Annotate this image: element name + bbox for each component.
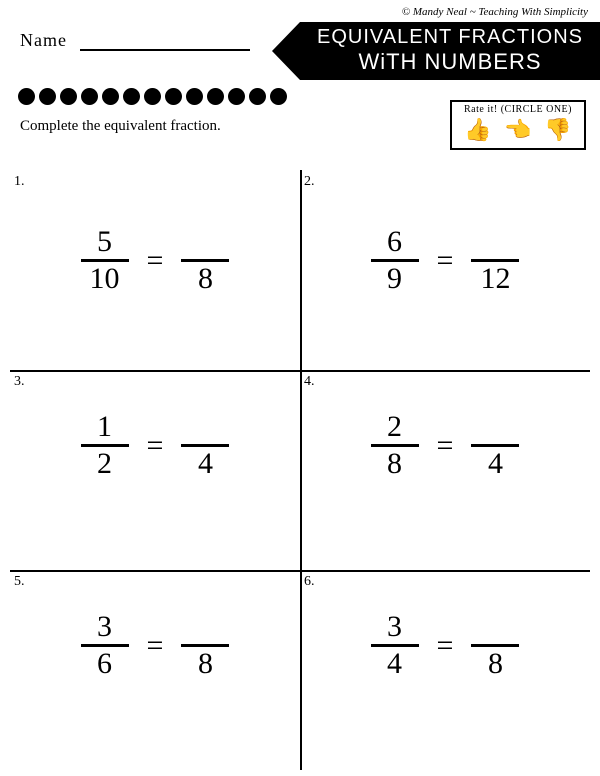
- rate-it-icons: 👍 👈 👎: [452, 115, 584, 143]
- equals-sign: =: [437, 244, 454, 278]
- thumbs-up-icon[interactable]: 👍: [464, 117, 491, 143]
- equals-sign: =: [437, 629, 454, 663]
- denominator: 9: [387, 262, 402, 296]
- decorative-dot: [186, 88, 203, 105]
- denominator: 4: [198, 447, 213, 481]
- denominator: 4: [387, 647, 402, 681]
- denominator: 2: [97, 447, 112, 481]
- fraction-right: 8: [181, 225, 229, 296]
- decorative-dot: [18, 88, 35, 105]
- problem-number: 5.: [14, 574, 25, 590]
- numerator: 2: [387, 410, 402, 444]
- fraction-right: 8: [181, 610, 229, 681]
- equation: 6 9 = 12: [300, 225, 590, 296]
- decorative-dots: [18, 88, 287, 105]
- problem-number: 2.: [304, 174, 315, 190]
- header: Name EQUIVALENT FRACTIONS WiTH NUMBERS: [0, 22, 600, 82]
- fraction-left: 3 4: [371, 610, 419, 681]
- equals-sign: =: [147, 629, 164, 663]
- problem-grid: 1. 5 10 = 8 2. 6 9 =: [10, 170, 590, 770]
- denominator: 12: [480, 262, 510, 296]
- denominator: 6: [97, 647, 112, 681]
- fraction-right: 8: [471, 610, 519, 681]
- banner-line-2: WiTH NUMBERS: [300, 49, 600, 75]
- instruction-text: Complete the equivalent fraction.: [20, 118, 221, 135]
- thumbs-down-icon[interactable]: 👎: [544, 117, 571, 143]
- denominator: 8: [198, 262, 213, 296]
- equals-sign: =: [437, 429, 454, 463]
- decorative-dot: [165, 88, 182, 105]
- fraction-left: 5 10: [81, 225, 129, 296]
- problem-cell: 1. 5 10 = 8: [10, 170, 300, 370]
- numerator: 3: [97, 610, 112, 644]
- problem-cell: 3. 1 2 = 4: [10, 370, 300, 570]
- equation: 2 8 = 4: [300, 410, 590, 481]
- equals-sign: =: [147, 429, 164, 463]
- decorative-dot: [144, 88, 161, 105]
- denominator: 8: [387, 447, 402, 481]
- problem-cell: 2. 6 9 = 12: [300, 170, 590, 370]
- numerator: 3: [387, 610, 402, 644]
- decorative-dot: [207, 88, 224, 105]
- fraction-right: 4: [471, 410, 519, 481]
- title-banner: EQUIVALENT FRACTIONS WiTH NUMBERS: [300, 22, 600, 80]
- thumbs-side-icon[interactable]: 👈: [504, 117, 531, 143]
- denominator: 8: [198, 647, 213, 681]
- fraction-left: 1 2: [81, 410, 129, 481]
- denominator: 10: [90, 262, 120, 296]
- banner-line-1: EQUIVALENT FRACTIONS: [300, 22, 600, 49]
- fraction-left: 2 8: [371, 410, 419, 481]
- problem-number: 3.: [14, 374, 25, 390]
- numerator: 1: [97, 410, 112, 444]
- decorative-dot: [249, 88, 266, 105]
- fraction-right: 4: [181, 410, 229, 481]
- denominator: 4: [488, 447, 503, 481]
- problem-cell: 6. 3 4 = 8: [300, 570, 590, 770]
- denominator: 8: [488, 647, 503, 681]
- copyright-text: © Mandy Neal ~ Teaching With Simplicity: [402, 6, 588, 18]
- problem-cell: 5. 3 6 = 8: [10, 570, 300, 770]
- problem-cell: 4. 2 8 = 4: [300, 370, 590, 570]
- name-label: Name: [20, 30, 67, 51]
- name-input-line[interactable]: [80, 49, 250, 51]
- decorative-dot: [228, 88, 245, 105]
- equation: 3 6 = 8: [10, 610, 300, 681]
- equation: 1 2 = 4: [10, 410, 300, 481]
- problem-number: 6.: [304, 574, 315, 590]
- fraction-right: 12: [471, 225, 519, 296]
- decorative-dot: [123, 88, 140, 105]
- rate-it-box: Rate it! (CIRCLE ONE) 👍 👈 👎: [450, 100, 586, 150]
- numerator: 5: [97, 225, 112, 259]
- fraction-left: 3 6: [81, 610, 129, 681]
- problem-number: 1.: [14, 174, 25, 190]
- problem-number: 4.: [304, 374, 315, 390]
- rate-it-label: Rate it! (CIRCLE ONE): [452, 102, 584, 115]
- equation: 5 10 = 8: [10, 225, 300, 296]
- decorative-dot: [81, 88, 98, 105]
- decorative-dot: [270, 88, 287, 105]
- decorative-dot: [39, 88, 56, 105]
- decorative-dot: [102, 88, 119, 105]
- equation: 3 4 = 8: [300, 610, 590, 681]
- fraction-left: 6 9: [371, 225, 419, 296]
- decorative-dot: [60, 88, 77, 105]
- equals-sign: =: [147, 244, 164, 278]
- numerator: 6: [387, 225, 402, 259]
